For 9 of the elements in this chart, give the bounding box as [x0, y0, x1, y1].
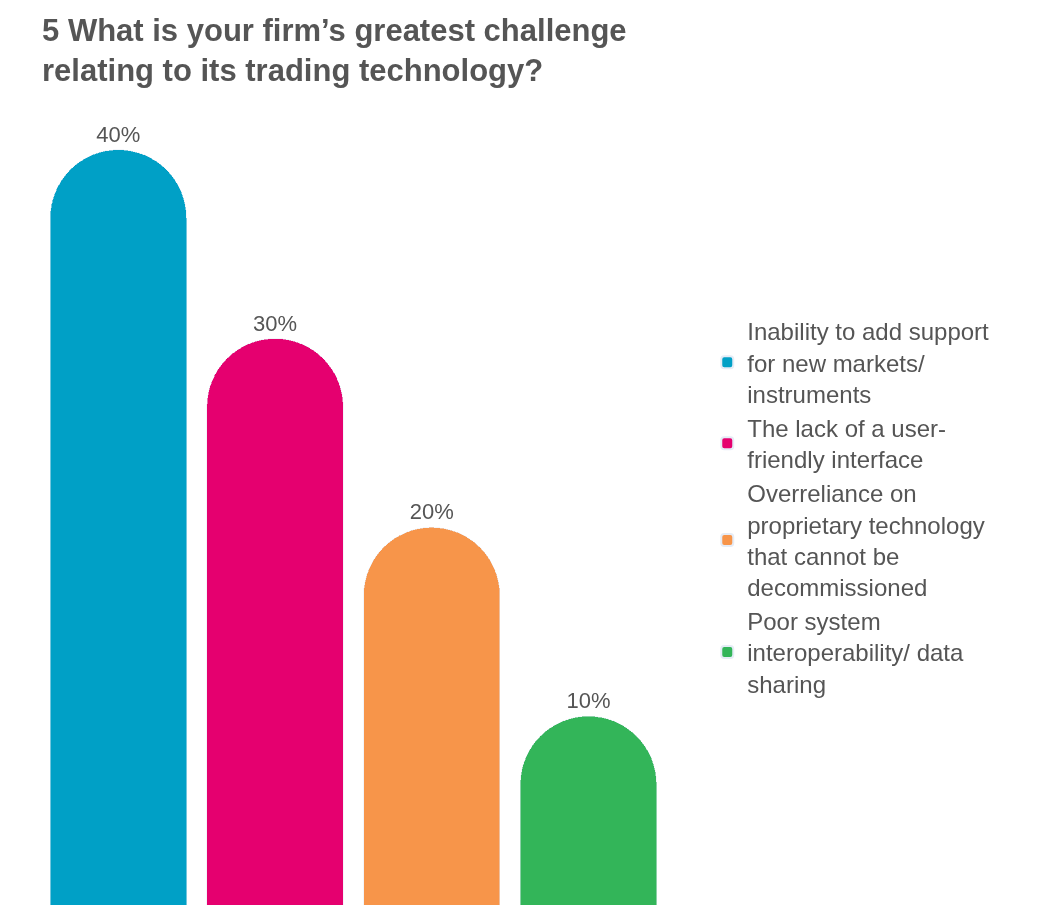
data-label: 30% — [253, 310, 298, 336]
chart-title: 5 What is your firm’s greatest challenge relating to its trading technology? — [42, 12, 627, 89]
legend-label: Overreliance on proprietary technology that cannot be decommissioned — [747, 480, 985, 602]
data-label: 20% — [409, 499, 454, 525]
data-label: 10% — [566, 688, 611, 714]
legend-label: Poor system interoperability/ data sharing — [747, 608, 965, 698]
legend-label: The lack of a user- friendly interface — [747, 415, 947, 474]
data-label: 40% — [96, 121, 141, 147]
legend-label: Inability to add support for new markets/ instruments — [747, 318, 990, 408]
